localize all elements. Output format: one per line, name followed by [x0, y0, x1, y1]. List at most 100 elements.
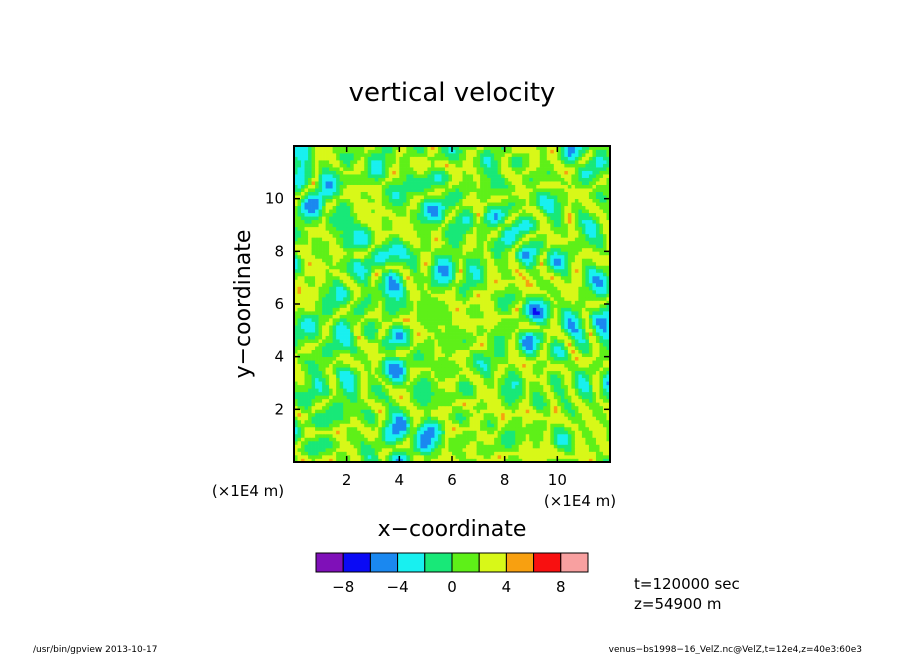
heatmap-cell — [357, 339, 362, 343]
heatmap-cell — [406, 342, 411, 347]
heatmap-cell — [595, 454, 600, 459]
heatmap-cell — [399, 286, 404, 291]
heatmap-cell — [427, 384, 432, 389]
heatmap-cell — [294, 374, 298, 379]
heatmap-cell — [529, 342, 534, 347]
heatmap-cell — [430, 289, 435, 294]
heatmap-cell — [343, 307, 348, 312]
heatmap-cell — [434, 398, 439, 403]
heatmap-cell — [452, 391, 456, 396]
heatmap-cell — [595, 402, 600, 407]
heatmap-cell — [301, 437, 305, 442]
heatmap-cell — [557, 353, 562, 358]
heatmap-cell — [315, 311, 319, 315]
heatmap-cell — [592, 423, 597, 428]
heatmap-cell — [430, 430, 435, 435]
heatmap-cell — [332, 395, 337, 400]
heatmap-cell — [406, 279, 411, 284]
heatmap-cell — [599, 451, 604, 456]
heatmap-cell — [606, 279, 610, 284]
heatmap-cell — [557, 388, 562, 393]
heatmap-cell — [339, 423, 344, 428]
heatmap-cell — [318, 356, 323, 361]
heatmap-cell — [567, 279, 572, 284]
heatmap-cell — [578, 402, 583, 407]
heatmap-cell — [567, 458, 572, 462]
heatmap-cell — [423, 377, 428, 382]
heatmap-cell — [592, 363, 597, 368]
heatmap-cell — [459, 367, 463, 372]
heatmap-cell — [430, 339, 435, 343]
heatmap-cell — [308, 325, 312, 329]
heatmap-cell — [430, 391, 435, 396]
heatmap-cell — [332, 311, 337, 315]
heatmap-cell — [318, 311, 323, 315]
heatmap-cell — [329, 454, 333, 459]
heatmap-cell — [437, 419, 442, 424]
heatmap-cell — [339, 437, 344, 442]
heatmap-cell — [357, 416, 362, 421]
heatmap-cell — [518, 293, 523, 298]
heatmap-cell — [343, 437, 348, 442]
heatmap-cell — [529, 374, 534, 379]
heatmap-cell — [546, 363, 551, 368]
heatmap-cell — [406, 437, 411, 442]
heatmap-cell — [606, 342, 610, 347]
heatmap-cell — [480, 339, 484, 343]
heatmap-cell — [543, 412, 548, 417]
heatmap-cell — [360, 374, 365, 379]
heatmap-cell — [487, 321, 491, 326]
heatmap-cell — [476, 349, 481, 354]
heatmap-cell — [301, 272, 305, 277]
heatmap-cell — [329, 444, 333, 449]
heatmap-cell — [511, 311, 516, 315]
heatmap-cell — [455, 377, 460, 382]
heatmap-cell — [459, 325, 463, 329]
heatmap-cell — [336, 444, 340, 449]
heatmap-cell — [318, 360, 323, 365]
heatmap-cell — [515, 311, 520, 315]
heatmap-cell — [395, 346, 400, 350]
heatmap-cell — [599, 325, 604, 329]
heatmap-cell — [367, 289, 372, 294]
heatmap-cell — [420, 381, 425, 386]
heatmap-cell — [336, 265, 340, 270]
heatmap-cell — [371, 433, 376, 438]
heatmap-cell — [441, 377, 446, 382]
heatmap-cell — [301, 430, 305, 435]
heatmap-cell — [560, 374, 565, 379]
heatmap-cell — [550, 458, 555, 462]
heatmap-cell — [557, 289, 562, 294]
heatmap-cell — [490, 293, 495, 298]
heatmap-cell — [388, 289, 393, 294]
heatmap-cell — [360, 314, 365, 319]
heatmap-cell — [490, 398, 495, 403]
heatmap-cell — [434, 275, 439, 280]
heatmap-cell — [494, 328, 498, 333]
heatmap-cell — [525, 444, 530, 449]
heatmap-cell — [501, 325, 506, 329]
heatmap-cell — [592, 426, 597, 431]
heatmap-cell — [522, 272, 527, 277]
heatmap-cell — [585, 430, 590, 435]
heatmap-cell — [315, 370, 319, 375]
heatmap-cell — [357, 437, 362, 442]
heatmap-cell — [388, 454, 393, 459]
heatmap-cell — [599, 430, 604, 435]
heatmap-cell — [318, 409, 323, 414]
heatmap-cell — [402, 430, 407, 435]
heatmap-cell — [444, 321, 449, 326]
heatmap-cell — [567, 335, 572, 340]
heatmap-cell — [385, 377, 390, 382]
heatmap-cell — [574, 289, 579, 294]
heatmap-cell — [564, 282, 569, 287]
heatmap-cell — [385, 398, 390, 403]
heatmap-cell — [452, 405, 456, 410]
heatmap-cell — [490, 318, 495, 322]
heatmap-cell — [536, 370, 541, 375]
heatmap-cell — [490, 335, 495, 340]
heatmap-cell — [525, 349, 530, 354]
heatmap-cell — [494, 335, 498, 340]
heatmap-cell — [501, 332, 506, 336]
heatmap-cell — [416, 332, 421, 336]
